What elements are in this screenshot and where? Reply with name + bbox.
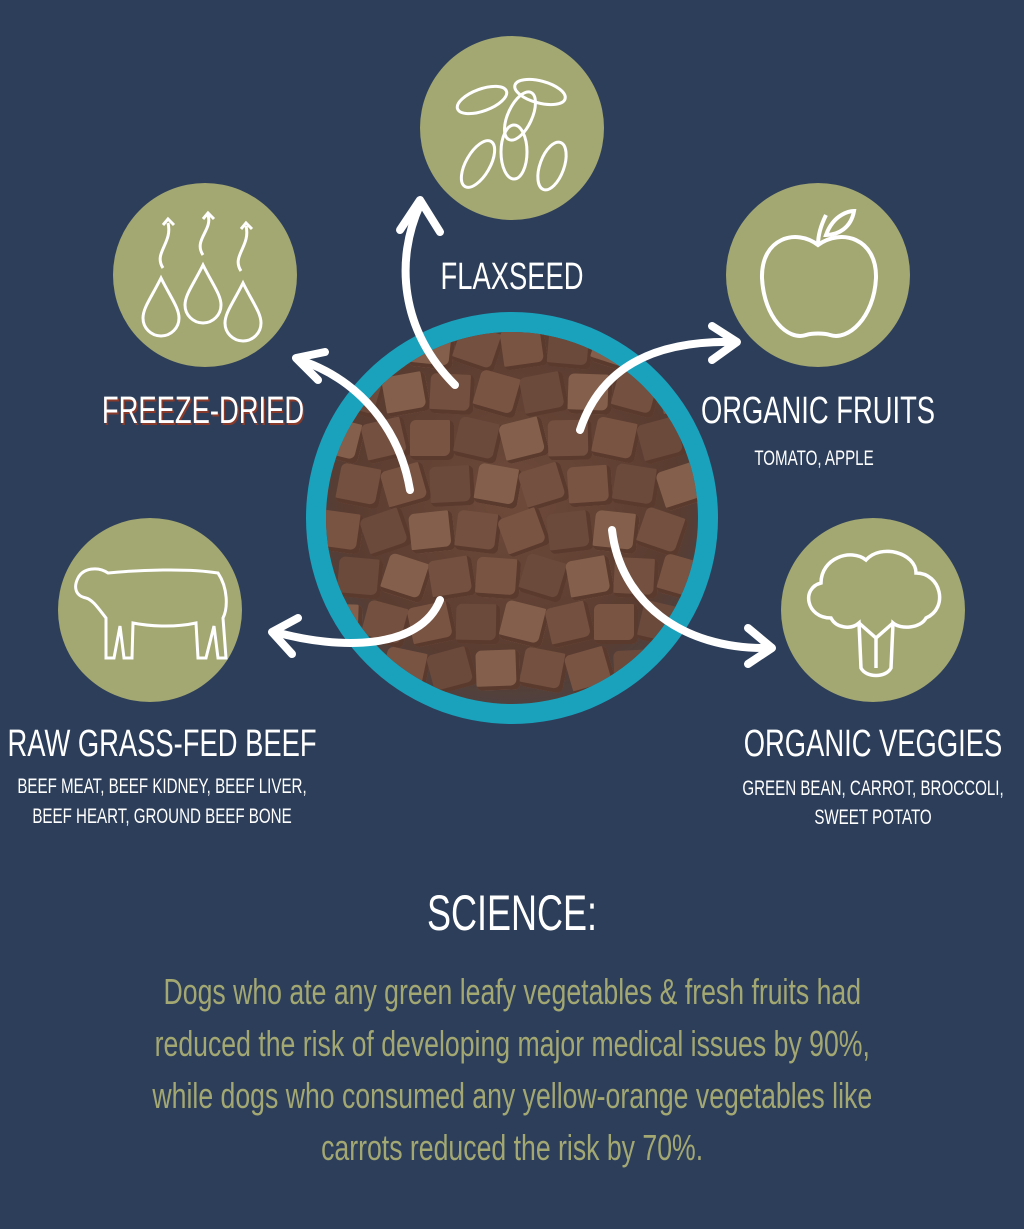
science-text: Dogs who ate any green leafy vegetables … xyxy=(0,966,1024,1174)
flaxseed-icon xyxy=(420,36,604,220)
food-chunk xyxy=(410,420,454,460)
science-line: Dogs who ate any green leafy vegetables … xyxy=(163,971,861,1012)
beef-title: RAW GRASS-FED BEEF xyxy=(7,723,317,765)
water-drops-icon xyxy=(113,183,297,367)
fruits-list: TOMATO, APPLE xyxy=(754,447,874,470)
science-line: while dogs who consumed any yellow-orang… xyxy=(152,1075,872,1116)
veggies-title: ORGANIC VEGGIES xyxy=(743,723,1003,765)
arrow-beef xyxy=(271,596,444,647)
arrow-flaxseed xyxy=(401,201,459,389)
veggies-list-1: GREEN BEAN, CARROT, BROCCOLI, xyxy=(742,777,1004,800)
arrow-fruits xyxy=(576,337,739,434)
science-title: SCIENCE: xyxy=(426,885,598,941)
science-line: reduced the risk of developing major med… xyxy=(154,1023,870,1064)
science-line: carrots reduced the risk by 70%. xyxy=(320,1127,703,1168)
fruits-title: ORGANIC FRUITS xyxy=(700,390,936,432)
arrow-freeze-dried xyxy=(296,356,414,494)
broccoli-icon xyxy=(781,518,965,702)
beef-list-1: BEEF MEAT, BEEF KIDNEY, BEEF LIVER, xyxy=(17,775,307,798)
arrow-veggies xyxy=(608,526,774,653)
apple-icon xyxy=(726,183,910,367)
cow-icon xyxy=(58,518,242,702)
flaxseed-title: FLAXSEED xyxy=(440,256,584,298)
freeze-dried-title: FREEZE-DRIED xyxy=(101,390,305,432)
food-chunk xyxy=(594,604,638,644)
beef-list-2: BEEF HEART, GROUND BEEF BONE xyxy=(32,805,292,828)
veggies-list-2: SWEET POTATO xyxy=(814,806,932,829)
